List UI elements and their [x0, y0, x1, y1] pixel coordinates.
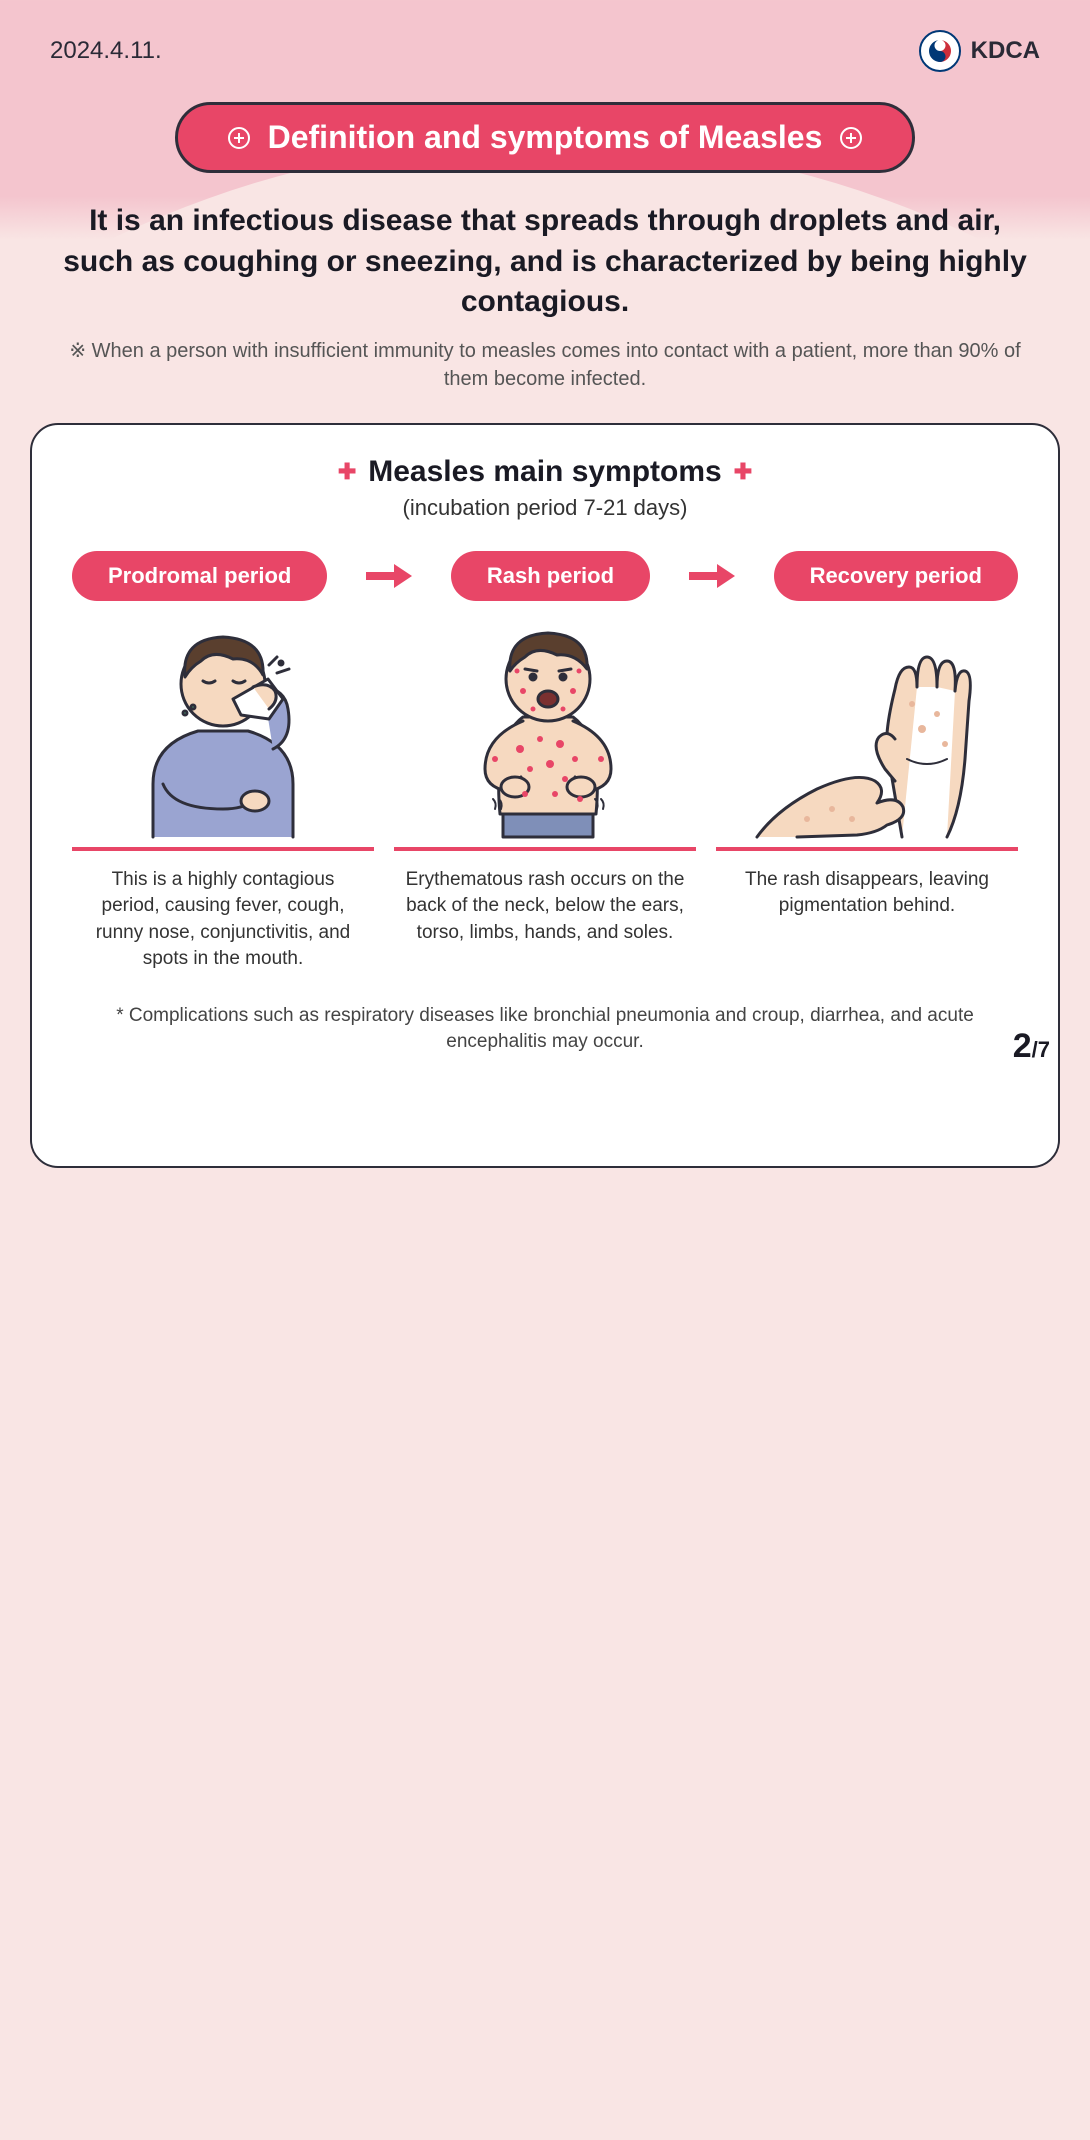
intro-main-text: It is an infectious disease that spreads…: [50, 201, 1040, 323]
complications-footnote: * Complications such as respiratory dise…: [72, 1003, 1018, 1056]
desc-prodromal: This is a highly contagious period, caus…: [72, 867, 374, 973]
date-text: 2024.4.11.: [50, 37, 162, 65]
illustration-prodromal: [72, 621, 374, 851]
plus-icon: ✚: [338, 459, 356, 485]
plus-icon: [840, 127, 862, 149]
page-number: 2/7: [1013, 1027, 1050, 1066]
page-title-text: Definition and symptoms of Measles: [268, 119, 823, 156]
period-prodromal: Prodromal period: [72, 551, 327, 601]
illustration-rash: [394, 621, 696, 851]
desc-rash: Erythematous rash occurs on the back of …: [394, 867, 696, 947]
incubation-text: (incubation period 7-21 days): [72, 495, 1018, 521]
arrow-icon: [689, 564, 735, 588]
period-recovery: Recovery period: [774, 551, 1018, 601]
symptoms-card: ✚ Measles main symptoms ✚ (incubation pe…: [30, 423, 1060, 1169]
plus-icon: [228, 127, 250, 149]
symptoms-heading: Measles main symptoms: [368, 455, 721, 489]
period-rash: Rash period: [451, 551, 650, 601]
intro-note-text: ※ When a person with insufficient immuni…: [50, 337, 1040, 393]
arrow-icon: [366, 564, 412, 588]
kdca-logo: KDCA: [919, 30, 1040, 72]
org-label: KDCA: [971, 37, 1040, 65]
page-title-pill: Definition and symptoms of Measles: [175, 102, 916, 173]
desc-recovery: The rash disappears, leaving pigmentatio…: [716, 867, 1018, 920]
plus-icon: ✚: [734, 459, 752, 485]
illustration-recovery: [716, 621, 1018, 851]
